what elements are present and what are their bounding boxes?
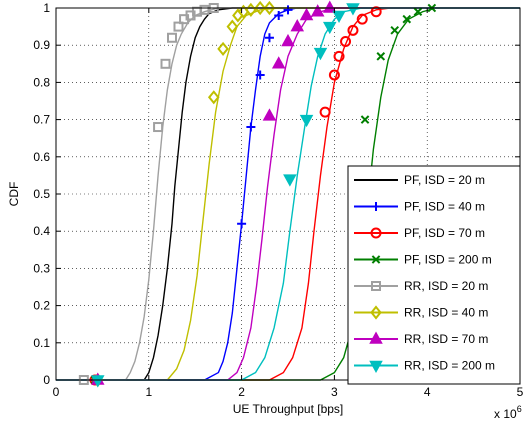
marker-pf-isd-200-m <box>376 52 386 61</box>
y-tick-label: 0.3 <box>33 261 50 275</box>
marker-rr-isd-20-m <box>173 21 184 32</box>
legend-entry-pf-isd-40-m: PF, ISD = 40 m <box>354 200 485 214</box>
marker-pf-isd-70-m <box>347 24 359 36</box>
legend-entry-pf-isd-70-m: PF, ISD = 70 m <box>354 226 485 240</box>
x-axis-multiplier: x 106 <box>494 404 522 421</box>
marker-rr-isd-40-m <box>207 90 220 105</box>
marker-rr-isd-70-m <box>322 0 337 13</box>
legend-entry-pf-isd-200-m: PF, ISD = 200 m <box>354 253 492 267</box>
marker-rr-isd-40-m <box>254 0 266 16</box>
legend-label: RR, ISD = 200 m <box>404 359 495 373</box>
marker-pf-isd-70-m <box>328 69 340 81</box>
marker-pf-isd-40-m <box>255 70 265 80</box>
y-axis-label: CDF <box>7 182 21 207</box>
legend-entry-rr-isd-200-m: RR, ISD = 200 m <box>354 359 495 374</box>
legend-marker <box>369 331 383 344</box>
x-tick-label: 4 <box>424 385 431 399</box>
legend-marker <box>370 305 382 320</box>
x-axis-multiplier-exponent: 6 <box>517 404 522 414</box>
x-tick-label: 3 <box>331 385 338 399</box>
marker-rr-isd-40-m <box>217 41 229 56</box>
marker-pf-isd-200-m <box>413 7 423 17</box>
marker-pf-isd-40-m <box>237 219 247 229</box>
marker-pf-isd-200-m <box>360 115 370 124</box>
x-tick-label: 5 <box>517 385 524 399</box>
marker-rr-isd-70-m <box>281 33 295 47</box>
marker-rr-isd-70-m <box>271 56 286 69</box>
legend-label: PF, ISD = 20 m <box>404 173 485 187</box>
legend-marker <box>371 255 381 264</box>
marker-rr-isd-40-m <box>226 19 239 34</box>
marker-pf-isd-70-m <box>333 50 345 62</box>
marker-rr-isd-200-m <box>283 174 297 187</box>
marker-rr-isd-70-m <box>262 108 277 121</box>
legend-label: RR, ISD = 20 m <box>404 279 488 293</box>
legend: PF, ISD = 20 m PF, ISD = 40 m PF, ISD = 70… <box>347 165 521 385</box>
marker-pf-isd-40-m <box>264 33 274 43</box>
marker-rr-isd-20-m <box>160 58 171 69</box>
y-tick-label: 0.9 <box>33 38 50 52</box>
y-tick-label: 0.1 <box>33 336 50 350</box>
y-tick-label: 0.5 <box>33 187 50 201</box>
legend-label: PF, ISD = 70 m <box>404 226 485 240</box>
x-axis-multiplier-base: x 10 <box>494 407 517 421</box>
marker-pf-isd-70-m <box>356 13 368 25</box>
y-tick-label: 0.7 <box>33 113 50 127</box>
marker-pf-isd-40-m <box>246 122 256 132</box>
marker-rr-isd-20-m <box>199 4 210 15</box>
legend-entry-rr-isd-40-m: RR, ISD = 40 m <box>354 305 488 320</box>
legend-marker <box>370 227 382 239</box>
y-tick-label: 0 <box>43 373 50 387</box>
legend-label: PF, ISD = 40 m <box>404 200 485 214</box>
marker-rr-isd-40-m <box>263 0 276 16</box>
series-line-rr-isd-40-m <box>56 7 520 381</box>
legend-marker <box>371 202 381 211</box>
marker-pf-isd-200-m <box>402 14 412 24</box>
legend-entry-rr-isd-20-m: RR, ISD = 20 m <box>354 279 488 293</box>
axis-ticks: 0 1 2 3 4 5 0 0.1 0.2 0.3 0.4 0.5 0.6 0.7 0.8 0.9 1 <box>33 1 523 399</box>
marker-rr-isd-200-m <box>332 10 346 23</box>
marker-pf-isd-40-m <box>283 5 293 15</box>
marker-rr-isd-200-m <box>346 3 360 16</box>
marker-rr-isd-200-m <box>313 47 328 61</box>
marker-pf-isd-70-m <box>340 35 352 47</box>
y-tick-label: 0.8 <box>33 75 50 89</box>
legend-label: PF, ISD = 200 m <box>404 253 492 267</box>
marker-pf-isd-40-m <box>274 10 284 20</box>
y-tick-label: 0.4 <box>33 224 50 238</box>
y-tick-label: 1 <box>43 1 50 15</box>
marker-rr-isd-200-m <box>90 375 105 388</box>
marker-rr-isd-20-m <box>153 122 164 133</box>
x-tick-label: 0 <box>53 385 60 399</box>
marker-rr-isd-200-m <box>299 114 314 128</box>
legend-marker <box>371 281 381 291</box>
x-tick-label: 2 <box>238 385 245 399</box>
marker-pf-isd-70-m <box>319 106 331 118</box>
series-line-pf-isd-70-m <box>56 7 520 381</box>
x-tick-label: 1 <box>145 385 152 399</box>
y-tick-label: 0.6 <box>33 150 50 164</box>
marker-rr-isd-200-m <box>322 21 337 35</box>
marker-rr-isd-20-m <box>167 32 177 43</box>
legend-label: RR, ISD = 40 m <box>404 306 488 320</box>
marker-rr-isd-70-m <box>290 19 305 32</box>
legend-items: PF, ISD = 20 m PF, ISD = 40 m PF, ISD = 70… <box>354 173 495 374</box>
marker-rr-isd-70-m <box>299 7 314 21</box>
y-tick-label: 0.2 <box>33 299 50 313</box>
legend-label: RR, ISD = 70 m <box>404 332 488 346</box>
legend-entry-rr-isd-70-m: RR, ISD = 70 m <box>354 331 488 346</box>
legend-entry-pf-isd-20-m: PF, ISD = 20 m <box>354 173 485 187</box>
x-axis-label: UE Throughput [bps] <box>233 402 344 416</box>
marker-pf-isd-200-m <box>390 26 400 35</box>
marker-rr-isd-70-m <box>310 4 325 17</box>
marker-pf-isd-70-m <box>370 6 382 18</box>
legend-marker <box>369 360 383 374</box>
